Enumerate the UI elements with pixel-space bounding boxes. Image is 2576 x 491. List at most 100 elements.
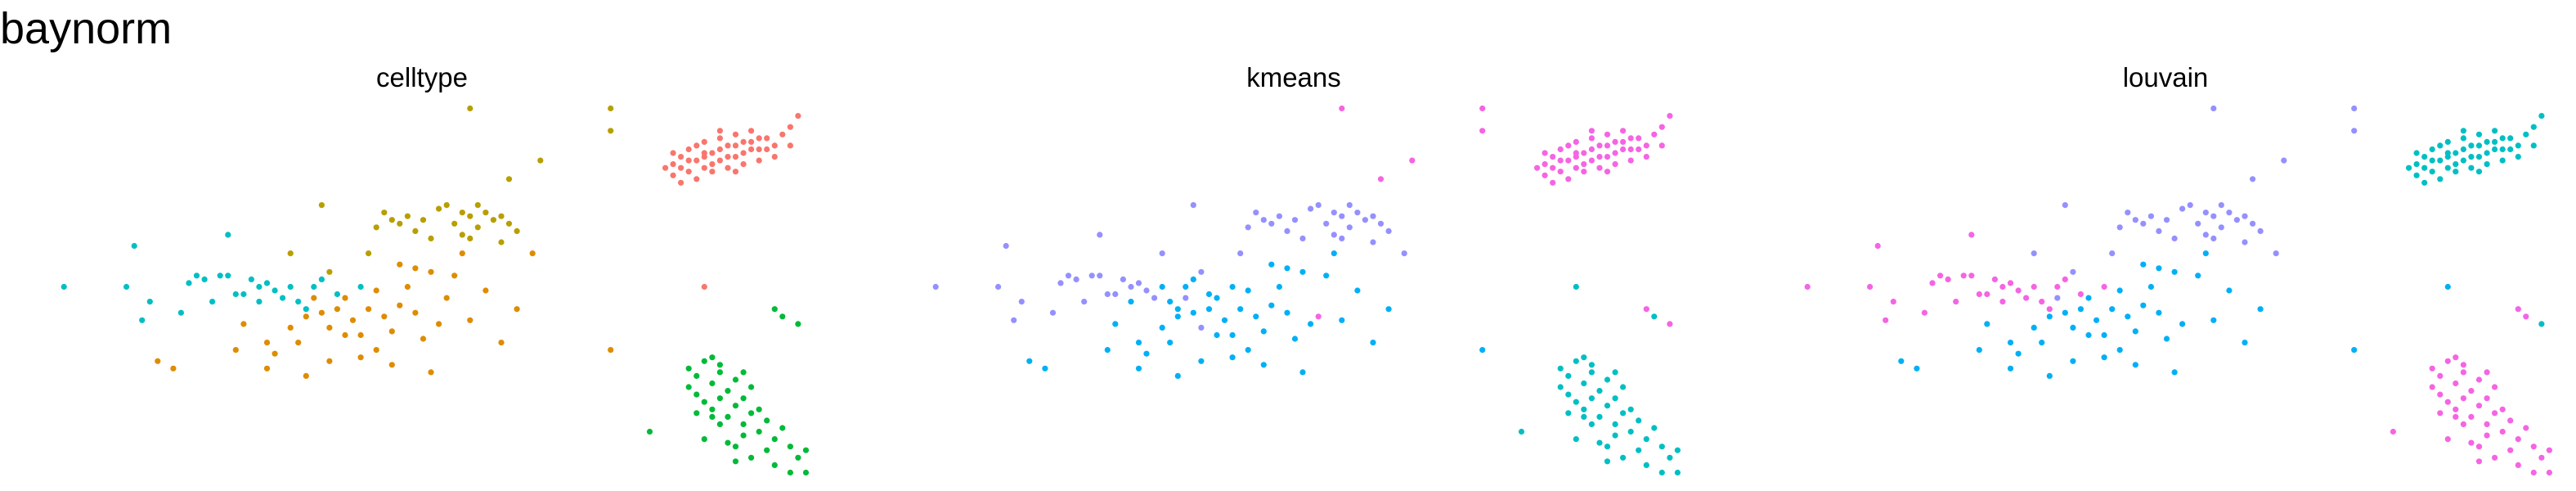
scatter-point — [779, 425, 786, 431]
scatter-point — [436, 321, 442, 327]
scatter-point — [311, 283, 317, 291]
scatter-point — [2242, 239, 2248, 246]
scatter-point — [2281, 157, 2287, 164]
scatter-point — [1565, 157, 1572, 164]
scatter-point — [678, 179, 684, 186]
scatter-point — [436, 205, 442, 212]
scatter-point — [2437, 391, 2444, 398]
panel-title-celltype: celltype — [376, 62, 468, 92]
scatter-point — [2460, 395, 2466, 402]
scatter-point — [1190, 309, 1196, 316]
scatter-point — [498, 213, 505, 219]
scatter-point — [287, 250, 294, 257]
scatter-point — [240, 291, 247, 298]
scatter-point — [1315, 202, 1322, 209]
scatter-point — [2109, 306, 2116, 313]
scatter-point — [2039, 299, 2045, 305]
scatter-point — [2507, 447, 2514, 453]
scatter-point — [2444, 436, 2451, 443]
scatter-point — [357, 283, 364, 291]
scatter-point — [2468, 388, 2475, 394]
scatter-point — [1890, 299, 1896, 305]
scatter-point — [2468, 154, 2475, 160]
scatter-point — [366, 306, 372, 313]
scatter-point — [155, 358, 161, 364]
scatter-point — [2273, 250, 2279, 257]
scatter-point — [1409, 157, 1416, 164]
scatter-point — [1253, 209, 1259, 216]
scatter-point — [1557, 146, 1564, 153]
scatter-point — [2101, 283, 2107, 291]
scatter-point — [732, 458, 739, 465]
scatter-point — [1627, 406, 1634, 412]
scatter-point — [1331, 209, 1337, 216]
scatter-point — [1937, 273, 1944, 279]
scatter-point — [693, 410, 700, 417]
scatter-point — [2507, 417, 2514, 424]
scatter-point — [2499, 135, 2506, 142]
scatter-point — [287, 324, 294, 331]
scatter-point — [716, 146, 724, 153]
scatter-point — [1627, 135, 1634, 142]
scatter-point — [1237, 306, 1244, 313]
scatter-point — [1984, 291, 1990, 298]
scatter-point — [932, 283, 939, 291]
scatter-point — [1588, 362, 1595, 368]
scatter-point — [1518, 428, 1525, 435]
scatter-point — [1581, 354, 1587, 361]
scatter-point — [1401, 250, 1407, 257]
scatter-point — [318, 309, 325, 316]
scatter-point — [716, 421, 724, 428]
scatter-point — [1339, 213, 1345, 219]
scatter-point — [1268, 220, 1275, 227]
scatter-point — [1612, 138, 1618, 145]
scatter-point — [1049, 309, 1057, 316]
scatter-point — [232, 347, 239, 354]
scatter-point — [732, 403, 739, 409]
scatter-point — [693, 391, 700, 398]
scatter-point — [1479, 347, 1486, 354]
scatter-point — [1550, 179, 1556, 186]
scatter-point — [1174, 372, 1181, 379]
scatter-point — [303, 313, 309, 320]
scatter-point — [311, 295, 317, 301]
scatter-point — [1299, 369, 1306, 376]
scatter-point — [1620, 454, 1627, 461]
scatter-point — [2444, 283, 2451, 291]
scatter-point — [2023, 295, 2030, 301]
scatter-point — [1308, 205, 1314, 212]
scatter-point — [2233, 217, 2240, 223]
scatter-point — [1565, 391, 1572, 398]
scatter-point — [756, 157, 762, 164]
scatter-point — [2046, 306, 2053, 313]
scatter-point — [2515, 142, 2521, 149]
scatter-point — [709, 406, 716, 412]
scatter-point — [1991, 276, 1998, 282]
scatter-point — [693, 142, 700, 149]
scatter-point — [2070, 324, 2076, 331]
scatter-point — [381, 313, 388, 320]
scatter-point — [1588, 395, 1595, 402]
scatter-point — [1542, 150, 1548, 156]
scatter-point — [2538, 113, 2545, 119]
scatter-point — [2530, 469, 2537, 476]
scatter-point — [139, 317, 146, 323]
scatter-point — [2437, 157, 2444, 164]
panel-title-kmeans: kmeans — [1246, 62, 1341, 92]
scatter-point — [366, 250, 372, 257]
scatter-point — [1612, 161, 1618, 168]
scatter-point — [2171, 369, 2178, 376]
scatter-point — [1883, 317, 1889, 323]
scatter-point — [1229, 354, 1236, 361]
scatter-point — [1135, 365, 1142, 372]
scatter-point — [756, 135, 762, 142]
scatter-point — [2437, 410, 2444, 417]
scatter-point — [1284, 309, 1290, 316]
scatter-point — [1674, 447, 1681, 453]
scatter-point — [1651, 425, 1658, 431]
scatter-point — [2468, 439, 2475, 446]
scatter-point — [2538, 321, 2545, 327]
scatter-point — [342, 331, 348, 339]
scatter-point — [1667, 321, 1673, 327]
scatter-point — [725, 388, 731, 394]
